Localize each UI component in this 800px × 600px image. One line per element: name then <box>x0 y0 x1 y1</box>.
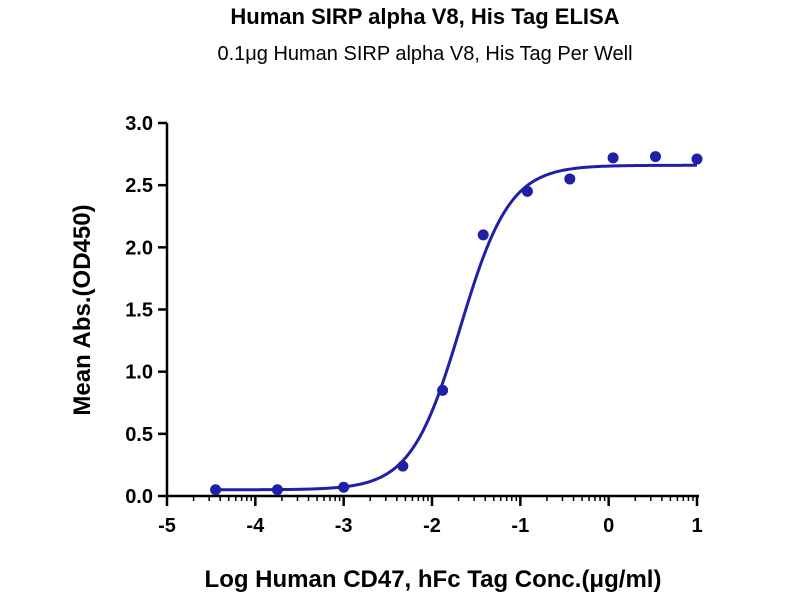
y-tick-label: 2.5 <box>125 175 153 197</box>
series-layer <box>210 151 703 496</box>
x-tick-label: -1 <box>511 515 529 537</box>
y-tick-label: 0.0 <box>125 486 153 508</box>
y-tick-label: 3.0 <box>125 113 153 135</box>
data-point <box>607 152 619 164</box>
x-tick-label: -5 <box>158 515 176 537</box>
data-point <box>437 384 449 396</box>
data-point <box>397 460 409 472</box>
y-tick-label: 1.5 <box>125 300 153 322</box>
data-point <box>477 229 489 241</box>
x-tick-label: -4 <box>246 515 265 537</box>
data-point <box>564 173 576 185</box>
y-tick-label: 1.0 <box>125 362 153 384</box>
chart-subtitle: 0.1μg Human SIRP alpha V8, His Tag Per W… <box>217 43 632 65</box>
x-axis-title: Log Human CD47, hFc Tag Conc.(μg/ml) <box>205 566 662 593</box>
axes: 0.0 0.5 1.0 1.5 2.0 2.5 3.0 -5 -4 -3 -2 -1 0 1 <box>125 113 702 537</box>
data-point <box>649 151 661 163</box>
data-point <box>210 484 222 496</box>
chart-title: Human SIRP alpha V8, His Tag ELISA <box>230 4 619 29</box>
x-tick-label: 1 <box>691 515 702 537</box>
x-tick-label: -2 <box>423 515 441 537</box>
fit-curve <box>215 163 697 492</box>
y-axis-title: Mean Abs.(OD450) <box>69 204 96 415</box>
y-tick-label: 0.5 <box>125 424 153 446</box>
data-point <box>338 481 350 493</box>
x-tick-label: 0 <box>603 515 614 537</box>
x-tick-label: -3 <box>335 515 353 537</box>
data-point <box>521 185 533 197</box>
y-tick-label: 2.0 <box>125 237 153 259</box>
data-point <box>691 153 703 165</box>
data-point <box>271 484 283 496</box>
